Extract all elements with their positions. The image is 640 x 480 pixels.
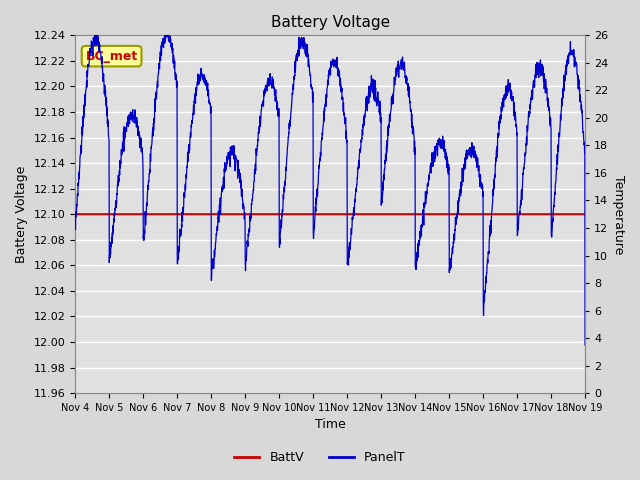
Text: BC_met: BC_met <box>86 49 138 63</box>
Title: Battery Voltage: Battery Voltage <box>271 15 390 30</box>
Legend: BattV, PanelT: BattV, PanelT <box>229 446 411 469</box>
X-axis label: Time: Time <box>315 419 346 432</box>
Y-axis label: Battery Voltage: Battery Voltage <box>15 166 28 263</box>
Y-axis label: Temperature: Temperature <box>612 175 625 254</box>
